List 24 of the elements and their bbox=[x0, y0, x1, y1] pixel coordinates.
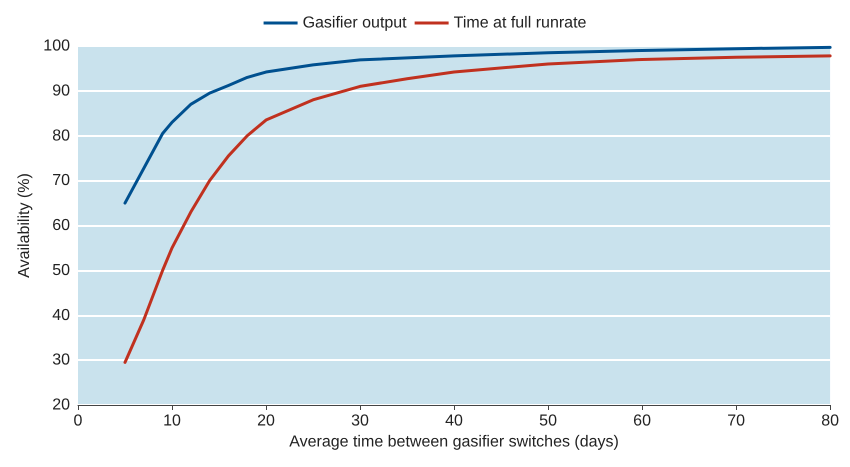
y-tick-label: 60 bbox=[52, 217, 70, 234]
y-tick-label: 20 bbox=[52, 396, 70, 414]
y-tick-label: 70 bbox=[52, 172, 70, 190]
x-tick-label: 70 bbox=[727, 412, 746, 430]
legend-label: Time at full runrate bbox=[454, 14, 587, 32]
y-tick-label: 40 bbox=[52, 306, 70, 324]
x-axis-title: Average time between gasifier switches (days) bbox=[289, 433, 619, 450]
y-axis-title: Availability (%) bbox=[16, 173, 33, 278]
y-tick-label: 100 bbox=[43, 38, 70, 54]
x-tick-label: 50 bbox=[539, 412, 558, 430]
y-tick-label: 30 bbox=[52, 352, 70, 369]
legend-label: Gasifier output bbox=[302, 14, 408, 32]
x-tick-label: 10 bbox=[163, 412, 182, 430]
x-tick-label: 60 bbox=[633, 412, 652, 430]
x-tick-label: 20 bbox=[257, 412, 276, 430]
line-series bbox=[124, 54, 832, 364]
y-tick-label: 90 bbox=[52, 82, 70, 100]
x-tick-label: 80 bbox=[821, 412, 840, 430]
line-series bbox=[124, 46, 832, 205]
x-tick-label: 30 bbox=[351, 412, 370, 430]
x-tick-label: 40 bbox=[445, 412, 464, 430]
x-tick-label: 0 bbox=[74, 412, 83, 430]
y-tick-label: 80 bbox=[52, 127, 70, 144]
y-tick-label: 50 bbox=[52, 262, 70, 279]
